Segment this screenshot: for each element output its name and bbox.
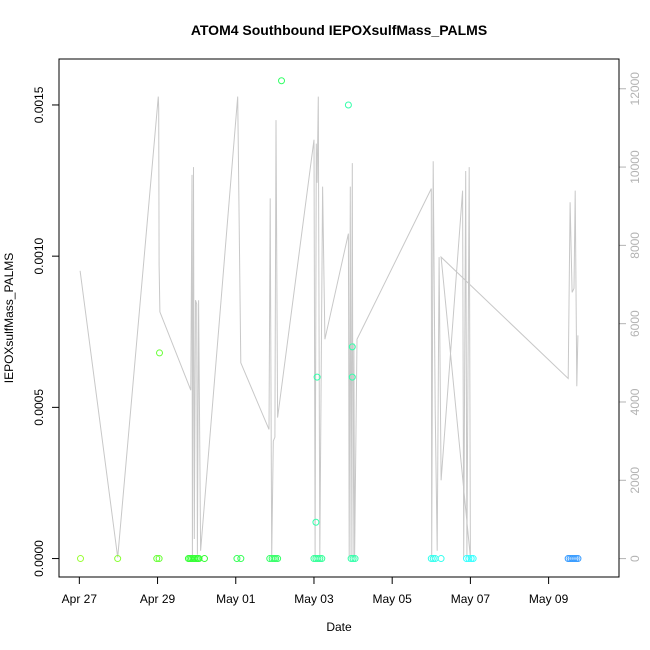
data-point — [313, 373, 321, 381]
data-point — [156, 349, 164, 357]
x-tick-label: May 05 — [373, 592, 413, 606]
data-point — [314, 555, 322, 563]
data-point — [427, 555, 435, 563]
data-point — [437, 555, 445, 563]
x-tick-label: May 01 — [216, 592, 256, 606]
data-point — [429, 555, 437, 563]
data-point — [237, 555, 245, 563]
y2-tick-label: 6000 — [628, 310, 642, 337]
axes: Apr 27 Apr 29 May 01 May 03 May 05 May 07 May … — [32, 72, 642, 606]
data-point — [274, 555, 282, 563]
y-tick-label: 0.0010 — [32, 237, 46, 274]
data-point — [347, 555, 355, 563]
y-axis-label: IEPOXsulfMass_PALMS — [2, 253, 16, 384]
data-point — [233, 555, 241, 563]
data-point — [462, 555, 470, 563]
x-tick-label: May 09 — [529, 592, 569, 606]
data-point — [77, 555, 85, 563]
y2-tick-label: 2000 — [628, 467, 642, 494]
data-point — [318, 555, 326, 563]
x-tick-label: Apr 27 — [62, 592, 98, 606]
data-point — [200, 555, 208, 563]
data-point — [272, 555, 280, 563]
data-point — [348, 373, 356, 381]
y2-tick-label: 0 — [628, 555, 642, 562]
data-point — [465, 555, 473, 563]
data-point — [574, 555, 582, 563]
scatter-point-series — [77, 77, 582, 563]
data-point — [351, 555, 359, 563]
data-point — [312, 518, 320, 526]
data-point — [572, 555, 580, 563]
x-tick-label: May 03 — [294, 592, 334, 606]
data-point — [349, 555, 357, 563]
data-point — [570, 555, 578, 563]
x-tick-label: May 07 — [451, 592, 491, 606]
chart-title: ATOM4 Southbound IEPOXsulfMass_PALMS — [191, 22, 487, 38]
y2-tick-label: 8000 — [628, 232, 642, 259]
data-point — [155, 555, 163, 563]
data-point — [268, 555, 276, 563]
y2-tick-label: 10000 — [628, 150, 642, 184]
data-point — [316, 555, 324, 563]
data-point — [195, 555, 203, 563]
data-point — [467, 555, 475, 563]
y2-tick-label: 12000 — [628, 72, 642, 106]
series-line — [79, 96, 579, 558]
x-tick-label: Apr 29 — [140, 592, 176, 606]
y-tick-label: 0.0015 — [32, 86, 46, 123]
data-point — [469, 555, 477, 563]
data-point — [344, 101, 352, 109]
data-point — [278, 77, 286, 85]
secondary-line-series — [79, 96, 579, 558]
x-axis-label: Date — [326, 620, 352, 634]
y-tick-label: 0.0005 — [32, 389, 46, 426]
data-point — [348, 343, 356, 351]
data-point — [114, 555, 122, 563]
y-tick-label: 0.0000 — [32, 540, 46, 577]
data-point — [153, 555, 161, 563]
plot-frame — [58, 58, 620, 578]
y2-tick-label: 4000 — [628, 388, 642, 415]
